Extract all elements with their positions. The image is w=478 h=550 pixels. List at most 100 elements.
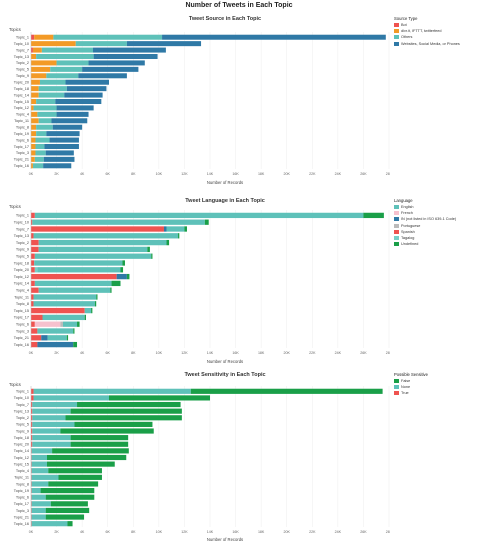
x-tick-label: 12K — [181, 351, 188, 355]
legend-label: Undefined — [401, 242, 419, 247]
y-tick-label: Topic_6 — [16, 496, 29, 500]
legend-label: English — [401, 205, 414, 210]
bar-segment — [31, 461, 32, 467]
x-tick-label: 2K — [54, 172, 59, 176]
y-tick-label: Topic_7 — [16, 403, 29, 407]
x-tick-label: 8K — [131, 351, 136, 355]
bar-segment — [31, 47, 33, 53]
legend-title: Possible Sensitive — [394, 372, 428, 377]
bar-segment — [51, 118, 88, 124]
bar-segment — [34, 34, 54, 40]
bar-segment — [31, 314, 43, 321]
bar-segment — [151, 253, 153, 259]
bar-segment — [91, 307, 93, 314]
bar-segment — [55, 98, 102, 105]
bar-segment — [73, 341, 78, 348]
chart-panel-source: Tweet Source in Each Topic Topics 0K 2K 4K… — [0, 14, 478, 190]
y-tick-label: Topic_21 — [14, 158, 29, 162]
y-tick-label: Topic_17 — [14, 145, 29, 149]
bar-segment — [45, 494, 95, 500]
bar-segment — [77, 401, 181, 408]
bar-segment — [31, 481, 49, 487]
x-tick-label: 10K — [156, 172, 163, 176]
bar-segment — [31, 514, 32, 520]
bar-segment — [31, 448, 53, 454]
legend-label: None — [401, 385, 411, 390]
bar-segment — [40, 488, 95, 494]
bar-segment — [126, 41, 202, 47]
bar-segment — [33, 105, 57, 111]
bar-segment — [32, 435, 71, 441]
bar-segment — [32, 163, 44, 169]
bar-segment — [33, 294, 97, 300]
chart-panel-sensitivity: Tweet Sensitivity in Each Topic Topics 0… — [0, 370, 478, 550]
bar-segment — [31, 335, 42, 341]
bar-segment — [31, 401, 33, 408]
bar-segment — [31, 468, 32, 474]
bar-segment — [36, 131, 47, 137]
y-tick-label: Topic_12 — [14, 106, 29, 110]
bar-segment — [32, 428, 61, 434]
legend-label: True — [401, 391, 409, 396]
bar-segment — [70, 408, 182, 414]
bar-segment — [31, 488, 32, 494]
x-tick-label: 6K — [106, 172, 111, 176]
x-tick-label: 8K — [131, 172, 136, 176]
bar-segment — [53, 34, 163, 40]
bar-segment — [48, 468, 102, 474]
legend-label: dlvr.it, IFTTT, twitterfeed — [401, 29, 442, 34]
y-tick-label: Topic_13 — [14, 234, 29, 238]
bar-segment — [33, 233, 179, 239]
bar-segment — [32, 421, 75, 427]
y-tick-label: Topic_18 — [14, 87, 29, 91]
bar-segment — [35, 150, 46, 156]
x-tick-label: 16K — [232, 172, 239, 176]
legend-language: Language English French IN (not listed i… — [394, 198, 456, 247]
y-tick-label: Topic_1 — [16, 36, 29, 40]
chart-title: Tweet Sensitivity in Each Topic — [184, 372, 266, 378]
bar-segment — [33, 395, 109, 401]
bar-segment — [37, 111, 57, 117]
x-tick-label: 4K — [80, 172, 85, 176]
bar-segment — [31, 488, 41, 494]
bar-segment — [45, 507, 90, 514]
bar-segment — [110, 287, 112, 293]
bar-segment — [93, 47, 166, 53]
y-tick-label: Topic_2 — [16, 61, 29, 65]
x-tick-label: 14K — [207, 351, 214, 355]
bar-segment — [163, 226, 167, 232]
bar-segment — [43, 163, 72, 169]
y-tick-label: Topic_16 — [14, 164, 29, 168]
bar-segment — [31, 468, 49, 474]
bar-segment — [66, 335, 69, 341]
y-tick-label: Topic_14 — [14, 93, 29, 97]
bar-segment — [32, 219, 205, 225]
bar-segment — [31, 501, 51, 507]
bar-segment — [31, 395, 34, 401]
legend-swatch — [394, 223, 399, 228]
legend-swatch — [394, 379, 399, 384]
bar-segment — [50, 66, 83, 72]
bar-segment — [31, 137, 36, 143]
bar-segment — [66, 86, 107, 92]
y-tick-label: Topic_16 — [14, 343, 29, 347]
chart-svg-language: 0K 2K 4K 6K 8K 10K 12K 14K 16K 18K 20K 22K 24K 26K 28K… — [14, 210, 390, 355]
bar-segment — [31, 301, 34, 307]
bar-segment — [31, 86, 39, 92]
bar-segment — [84, 307, 92, 314]
bar-segment — [47, 335, 67, 341]
legend-label: Spanish — [401, 229, 415, 234]
legend-swatch — [394, 29, 399, 34]
bar-segment — [31, 246, 39, 253]
y-tick-label: Topic_15 — [14, 462, 29, 466]
legend-swatch — [394, 35, 399, 40]
x-tick-label: 28K — [386, 172, 390, 176]
legend-label: Others — [401, 35, 413, 40]
legend-item: Websites, Social Media, or Phones — [394, 41, 460, 47]
x-tick-label: 18K — [258, 530, 265, 534]
bar-segment — [31, 287, 39, 293]
y-tick-label: Topic_4 — [16, 469, 29, 473]
x-tick-label: 20K — [284, 530, 291, 534]
legend-swatch — [394, 385, 399, 390]
y-tick-label: Topic_5 — [16, 423, 29, 427]
